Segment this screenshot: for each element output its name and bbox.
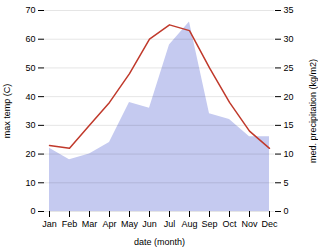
svg-text:60: 60 — [25, 34, 35, 44]
svg-text:Mar: Mar — [82, 219, 98, 229]
svg-text:Oct: Oct — [222, 219, 237, 229]
svg-text:35: 35 — [284, 5, 294, 15]
svg-text:Aug: Aug — [181, 219, 197, 229]
svg-text:20: 20 — [284, 92, 294, 102]
svg-text:Apr: Apr — [102, 219, 116, 229]
svg-text:10: 10 — [25, 178, 35, 188]
svg-text:max temp (C): max temp (C) — [2, 84, 12, 139]
svg-text:40: 40 — [25, 92, 35, 102]
svg-text:15: 15 — [284, 120, 294, 130]
svg-text:Jul: Jul — [164, 219, 176, 229]
svg-text:Jan: Jan — [42, 219, 57, 229]
svg-text:0: 0 — [284, 206, 289, 216]
svg-text:10: 10 — [284, 149, 294, 159]
svg-text:Feb: Feb — [62, 219, 78, 229]
svg-text:May: May — [121, 219, 139, 229]
svg-text:0: 0 — [30, 206, 35, 216]
svg-text:Sep: Sep — [201, 219, 217, 229]
svg-text:Jun: Jun — [142, 219, 157, 229]
svg-text:30: 30 — [284, 34, 294, 44]
svg-text:20: 20 — [25, 149, 35, 159]
svg-text:25: 25 — [284, 63, 294, 73]
svg-text:Nov: Nov — [241, 219, 258, 229]
svg-text:50: 50 — [25, 63, 35, 73]
svg-text:date (month): date (month) — [134, 237, 185, 247]
svg-text:70: 70 — [25, 5, 35, 15]
svg-text:5: 5 — [284, 178, 289, 188]
svg-text:30: 30 — [25, 120, 35, 130]
svg-text:Dec: Dec — [261, 219, 278, 229]
svg-text:med. precipitation (kg/m2): med. precipitation (kg/m2) — [308, 59, 318, 163]
